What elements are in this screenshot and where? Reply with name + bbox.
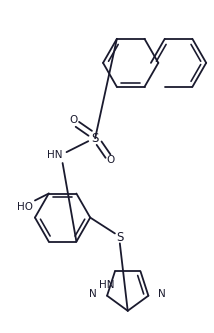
Text: O: O xyxy=(107,155,115,165)
Text: S: S xyxy=(91,132,99,145)
Text: HO: HO xyxy=(17,202,33,212)
Text: N: N xyxy=(158,289,166,299)
Text: S: S xyxy=(116,231,123,244)
Text: HN: HN xyxy=(99,280,115,290)
Text: O: O xyxy=(69,116,77,126)
Text: HN: HN xyxy=(47,150,62,160)
Text: N: N xyxy=(89,289,97,299)
